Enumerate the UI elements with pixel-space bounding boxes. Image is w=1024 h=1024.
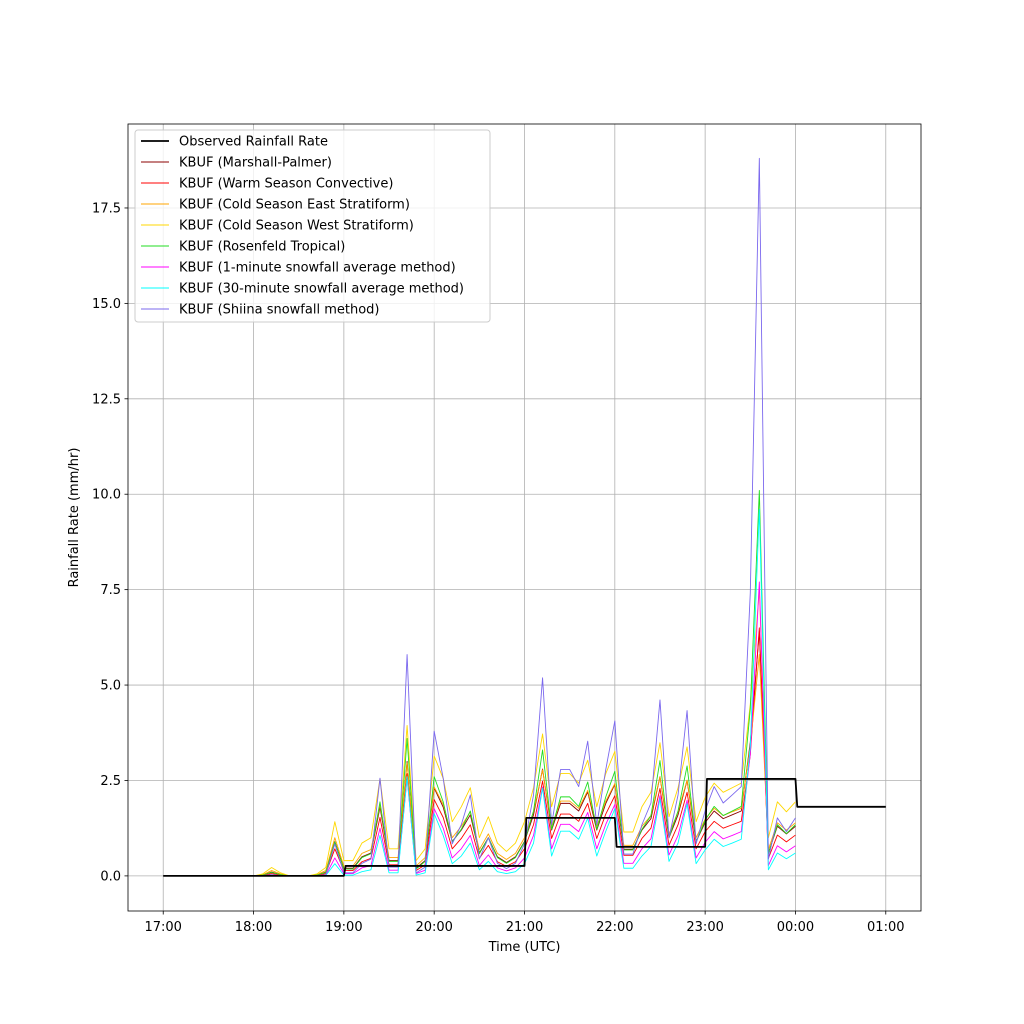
legend-label: KBUF (Rosenfeld Tropical)	[179, 240, 345, 255]
x-tick-label: 21:00	[506, 920, 543, 935]
legend-label: KBUF (Cold Season West Stratiform)	[179, 219, 414, 234]
legend-label: KBUF (30-minute snowfall average method)	[179, 282, 464, 297]
y-tick-label: 7.5	[100, 583, 121, 598]
legend-label: Observed Rainfall Rate	[179, 135, 328, 150]
legend-label: KBUF (Marshall-Palmer)	[179, 156, 332, 171]
y-tick-label: 12.5	[92, 392, 121, 407]
ticks: 17:00 18:00 19:00 20:00 21:00 22:00 23:00 00:00…	[92, 201, 904, 935]
series-line	[253, 589, 796, 877]
legend-label: KBUF (Cold Season East Stratiform)	[179, 198, 410, 213]
x-axis-label: Time (UTC)	[488, 940, 561, 955]
x-tick-label: 19:00	[325, 920, 362, 935]
y-tick-label: 17.5	[92, 201, 121, 216]
x-tick-label: 18:00	[235, 920, 272, 935]
legend-label: KBUF (Shiina snowfall method)	[179, 303, 379, 318]
legend: Observed Rainfall Rate KBUF (Marshall-Pal…	[134, 129, 491, 323]
y-tick-label: 15.0	[92, 297, 121, 312]
series-line	[163, 778, 886, 877]
x-tick-label: 00:00	[777, 920, 814, 935]
y-tick-label: 10.0	[92, 488, 121, 503]
y-tick-label: 0.0	[100, 869, 121, 884]
legend-box	[134, 129, 491, 323]
x-tick-label: 22:00	[596, 920, 633, 935]
plot-lines	[163, 157, 886, 877]
x-tick-label: 01:00	[867, 920, 904, 935]
x-tick-label: 23:00	[686, 920, 723, 935]
legend-label: KBUF (1-minute snowfall average method)	[179, 261, 456, 276]
x-tick-label: 17:00	[144, 920, 181, 935]
y-tick-label: 5.0	[100, 679, 121, 694]
legend-label: KBUF (Warm Season Convective)	[179, 177, 393, 192]
x-tick-label: 20:00	[415, 920, 452, 935]
y-tick-label: 2.5	[100, 774, 121, 789]
y-axis-label: Rainfall Rate (mm/hr)	[67, 448, 82, 588]
